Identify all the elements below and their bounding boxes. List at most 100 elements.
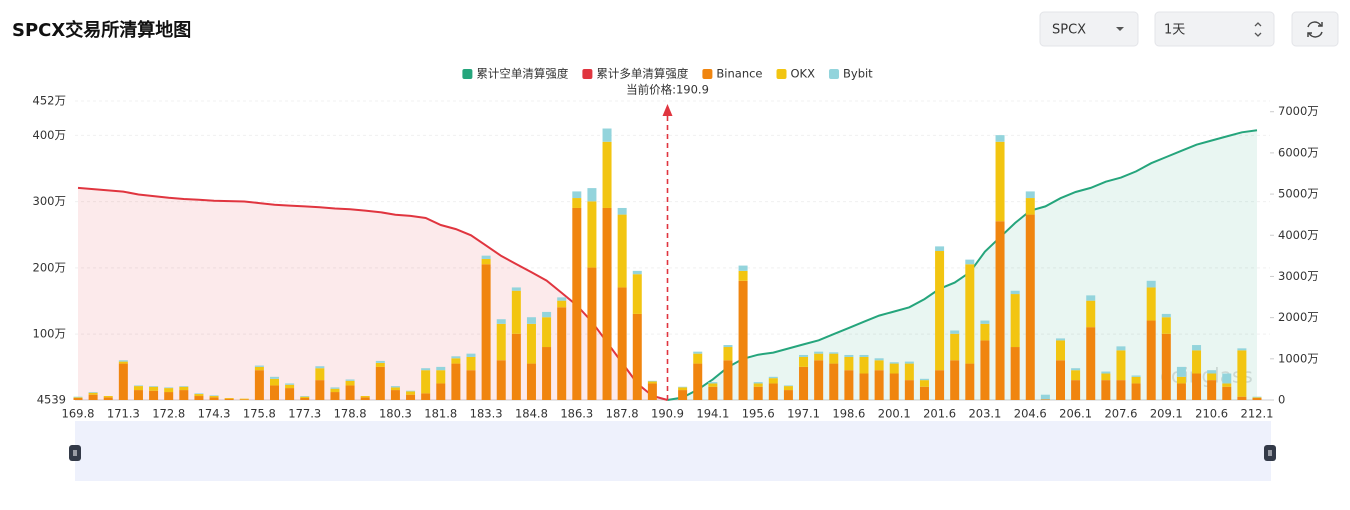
bar [224, 398, 234, 399]
bar [799, 354, 809, 357]
bar [632, 274, 642, 314]
bar [919, 380, 929, 387]
legend-item[interactable]: 累计多单清算强度 [582, 67, 689, 81]
refresh-icon [1307, 21, 1323, 38]
bar [1056, 360, 1065, 400]
bar [133, 385, 143, 387]
bar [814, 360, 824, 400]
bar [587, 267, 597, 400]
bar [194, 396, 204, 400]
bar [360, 396, 370, 398]
bar [753, 386, 763, 400]
bar [285, 383, 295, 385]
bar [995, 221, 1005, 400]
bar [919, 386, 929, 400]
legend-item[interactable]: Binance [702, 67, 763, 81]
bar [1086, 327, 1096, 400]
bar [209, 396, 219, 398]
bar [859, 373, 869, 400]
y2-tick-label: 6000万 [1278, 145, 1319, 159]
bar [406, 394, 416, 400]
x-tick-label: 204.6 [1014, 407, 1047, 421]
bar [481, 255, 491, 259]
bar [904, 380, 914, 400]
bar [345, 379, 355, 381]
bar [390, 387, 400, 391]
bar [980, 323, 990, 341]
y-tick-label: 100万 [33, 327, 66, 341]
bar [103, 396, 113, 398]
bar [844, 370, 854, 400]
bar [965, 259, 975, 265]
bar [88, 392, 98, 395]
y2-tick-label: 0 [1278, 393, 1285, 407]
bar [768, 378, 778, 384]
select-box[interactable] [1154, 11, 1275, 47]
legend-item[interactable]: 累计空单清算强度 [462, 67, 569, 81]
bar [1025, 214, 1035, 400]
bar [814, 351, 824, 354]
refresh-button[interactable] [1291, 11, 1339, 47]
bar [1025, 198, 1035, 215]
bar [753, 382, 763, 384]
bar [678, 390, 688, 400]
bar [133, 390, 143, 400]
bar [254, 365, 264, 367]
bar [572, 191, 582, 199]
bar [421, 368, 431, 371]
bar [602, 141, 612, 208]
interval-select[interactable]: 1天 [1154, 11, 1275, 47]
select-value: SPCX [1052, 23, 1086, 38]
x-tick-label: 201.6 [923, 407, 956, 421]
bar [1086, 295, 1096, 301]
slider-track[interactable] [75, 421, 1271, 481]
bar [708, 383, 718, 387]
slider-handle[interactable] [69, 445, 81, 461]
select-box[interactable] [1039, 11, 1139, 47]
bar [572, 198, 582, 208]
spinner [1254, 22, 1262, 37]
bar [1116, 350, 1126, 381]
legend-swatch [828, 69, 839, 79]
bar [1222, 386, 1232, 400]
bar [919, 378, 929, 381]
bar [1010, 294, 1020, 348]
x-tick-label: 200.1 [878, 407, 911, 421]
bar [678, 387, 688, 391]
page-title: SPCX交易所清算地图 [12, 19, 191, 41]
bar [1071, 370, 1081, 381]
bar [436, 366, 446, 371]
bar [194, 393, 204, 395]
bar [1010, 290, 1020, 295]
line [667, 129, 1258, 401]
bar [950, 360, 960, 400]
x-tick-label: 203.1 [968, 407, 1001, 421]
legend-item[interactable]: Bybit [828, 67, 873, 81]
bar [224, 398, 234, 400]
zoom-slider[interactable] [69, 421, 1276, 481]
bar [814, 353, 824, 361]
bar [753, 383, 763, 387]
bar [1131, 375, 1141, 377]
bar [859, 354, 869, 357]
bar [330, 388, 340, 393]
bar [768, 376, 778, 379]
bar [164, 387, 174, 389]
bar [164, 392, 174, 400]
bar [1176, 366, 1186, 377]
bar [179, 386, 189, 387]
bar [874, 370, 884, 400]
bar [315, 366, 325, 369]
symbol-select[interactable]: SPCX [1039, 11, 1139, 47]
bar [406, 391, 416, 395]
bar [315, 368, 325, 381]
legend-item[interactable]: OKX [776, 67, 816, 81]
y2-tick-label: 7000万 [1278, 104, 1319, 118]
bar [617, 214, 627, 288]
slider-handle[interactable] [1264, 445, 1276, 461]
handle-grip [73, 450, 77, 456]
y-tick-label: 200万 [33, 260, 66, 274]
legend-label: 累计空单清算强度 [476, 67, 568, 81]
bar [1161, 317, 1171, 334]
button-box[interactable] [1291, 11, 1339, 47]
